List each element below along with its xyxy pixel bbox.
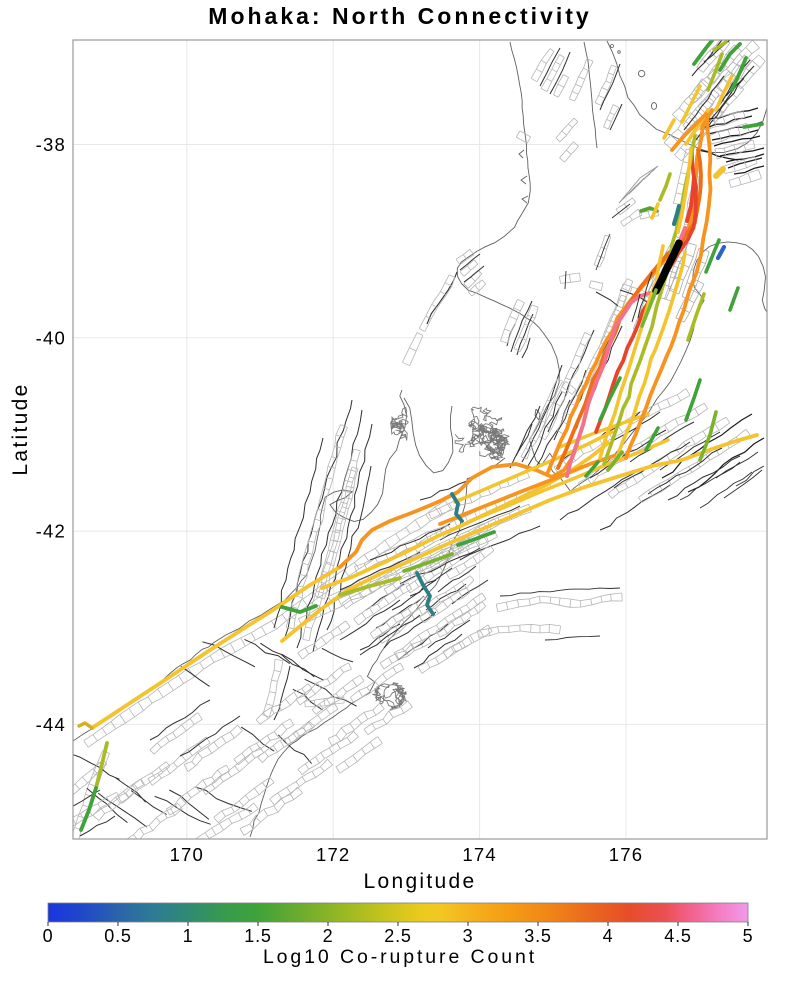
svg-text:Mohaka: North Connectivity: Mohaka: North Connectivity <box>208 3 591 29</box>
svg-text:0: 0 <box>43 926 54 946</box>
svg-text:0.5: 0.5 <box>104 926 131 946</box>
svg-text:4: 4 <box>603 926 614 946</box>
svg-text:Log10 Co-rupture Count: Log10 Co-rupture Count <box>263 946 537 968</box>
svg-text:2: 2 <box>323 926 334 946</box>
svg-text:Longitude: Longitude <box>364 870 477 893</box>
svg-text:174: 174 <box>462 844 496 865</box>
svg-text:170: 170 <box>170 844 204 865</box>
svg-text:1.5: 1.5 <box>244 926 271 946</box>
svg-text:3: 3 <box>463 926 474 946</box>
svg-text:2.5: 2.5 <box>384 926 411 946</box>
svg-text:172: 172 <box>316 844 350 865</box>
svg-text:-40: -40 <box>36 327 66 348</box>
svg-text:-38: -38 <box>36 134 66 155</box>
svg-text:-44: -44 <box>36 714 66 735</box>
svg-text:5: 5 <box>743 926 754 946</box>
svg-text:-42: -42 <box>36 521 66 542</box>
svg-text:Latitude: Latitude <box>9 382 32 475</box>
svg-text:1: 1 <box>183 926 194 946</box>
svg-text:4.5: 4.5 <box>664 926 691 946</box>
svg-text:176: 176 <box>609 844 643 865</box>
svg-text:3.5: 3.5 <box>524 926 551 946</box>
